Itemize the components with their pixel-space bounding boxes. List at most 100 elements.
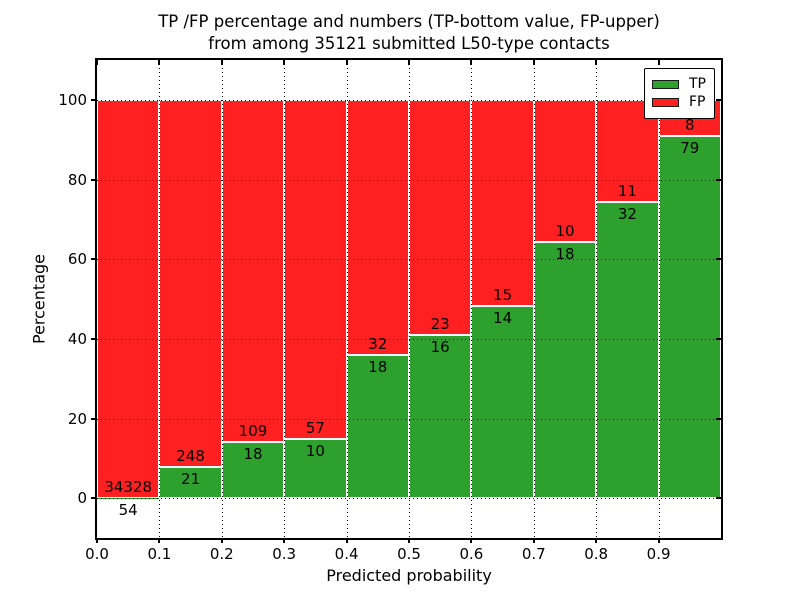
y-tick — [91, 258, 97, 261]
x-tick — [283, 60, 286, 65]
tp-count-label: 79 — [680, 139, 700, 158]
x-tick — [283, 538, 286, 543]
x-tick — [657, 538, 660, 543]
x-tick — [220, 538, 223, 543]
fp-bar-segment — [284, 99, 347, 439]
y-tick-label: 40 — [67, 329, 87, 348]
x-gridline — [409, 60, 410, 538]
chart-title-line2: from among 35121 submitted L50-type cont… — [208, 34, 610, 53]
y-tick-label: 100 — [58, 90, 87, 109]
x-tick-label: 0.9 — [646, 545, 671, 563]
fp-count-label: 34328 — [104, 477, 153, 496]
x-gridline — [533, 60, 535, 538]
x-tick-label: 0.7 — [521, 545, 546, 563]
y-tick — [716, 258, 721, 261]
tp-bar-segment — [409, 334, 472, 499]
chart-title-line1: TP /FP percentage and numbers (TP-bottom… — [158, 12, 660, 31]
tp-count-label: 18 — [243, 444, 263, 463]
x-gridline — [596, 60, 598, 538]
fp-count-label: 15 — [493, 285, 513, 304]
y-tick — [716, 337, 721, 340]
tp-legend-label: TP — [689, 76, 706, 92]
tp-bar-segment — [221, 441, 285, 499]
y-tick-label: 60 — [67, 250, 87, 269]
x-tick — [158, 60, 161, 65]
fp-legend-swatch — [652, 98, 679, 107]
x-gridline — [346, 60, 348, 538]
x-tick — [657, 60, 660, 65]
tp-count-label: 18 — [368, 357, 388, 376]
x-gridline — [221, 60, 223, 538]
y-tick — [91, 178, 97, 181]
x-tick — [408, 60, 410, 65]
x-tick-label: 0.1 — [147, 545, 172, 563]
tp-count-label: 32 — [617, 204, 637, 223]
x-gridline — [471, 60, 473, 538]
tp-count-label: 18 — [555, 245, 575, 264]
x-tick-label: 0.6 — [459, 545, 484, 563]
tp-count-label: 10 — [305, 441, 325, 460]
fp-count-label: 10 — [555, 222, 575, 241]
x-axis-label: Predicted probability — [326, 566, 492, 585]
fp-bar-segment — [221, 99, 285, 442]
fp-bar-segment — [409, 99, 472, 335]
fp-count-label: 109 — [238, 421, 268, 440]
tp-bar-segment — [533, 242, 597, 499]
x-tick — [96, 538, 98, 543]
y-tick — [91, 337, 97, 340]
fp-legend-label: FP — [689, 94, 706, 110]
y-tick — [91, 98, 97, 101]
x-gridline — [658, 60, 660, 538]
tp-count-label: 14 — [493, 308, 513, 327]
y-tick-label: 0 — [77, 489, 87, 508]
fp-count-label: 57 — [305, 418, 325, 437]
x-tick — [595, 538, 598, 543]
x-tick — [595, 60, 598, 65]
x-gridline — [284, 60, 286, 538]
tp-bar-segment — [596, 201, 659, 499]
x-tick — [470, 538, 473, 543]
legend-row-tp: TP — [652, 77, 706, 92]
chart-title: TP /FP percentage and numbers (TP-bottom… — [97, 11, 721, 55]
tp-count-label: 21 — [181, 470, 201, 489]
tp-count-label: 54 — [118, 500, 138, 519]
y-tick — [716, 98, 721, 101]
legend-row-fp: FP — [652, 95, 706, 110]
x-tick-label: 0.4 — [334, 545, 359, 563]
fp-count-label: 248 — [176, 447, 205, 466]
fp-bar-segment — [346, 99, 409, 355]
fp-count-label: 11 — [617, 181, 637, 200]
tp-bar-segment — [658, 136, 721, 499]
fp-count-label: 32 — [368, 334, 388, 353]
tp-bar-segment — [284, 438, 347, 499]
y-tick-label: 20 — [67, 409, 87, 428]
y-tick — [716, 178, 721, 181]
fp-count-label: 23 — [430, 314, 450, 333]
fp-bar-segment — [97, 99, 160, 498]
tp-bar-segment — [346, 354, 409, 499]
tp-bar-segment — [471, 305, 534, 499]
tp-bar-segment — [97, 497, 160, 499]
y-tick — [716, 417, 721, 420]
x-tick-label: 0.2 — [209, 545, 234, 563]
tp-legend-swatch — [652, 80, 679, 89]
x-tick — [532, 538, 535, 543]
y-tick — [716, 497, 721, 500]
fp-bar-segment — [533, 99, 597, 243]
y-tick — [91, 417, 97, 420]
fp-bar-segment — [471, 99, 534, 306]
legend: TP FP — [644, 68, 715, 119]
x-tick — [408, 538, 410, 543]
x-tick — [158, 538, 161, 543]
x-tick — [96, 60, 98, 65]
y-tick — [91, 497, 97, 500]
x-gridline — [159, 60, 161, 538]
x-tick — [220, 60, 223, 65]
y-tick-label: 80 — [67, 170, 87, 189]
fp-bar-segment — [159, 99, 222, 468]
x-tick-label: 0.8 — [584, 545, 609, 563]
x-tick-label: 0.0 — [85, 545, 109, 563]
x-tick-label: 0.5 — [397, 545, 421, 563]
plot-area: TP FP 34328 54 248 21 109 18 57 10 32 18 23 16 15 14 1… — [58, 58, 723, 563]
